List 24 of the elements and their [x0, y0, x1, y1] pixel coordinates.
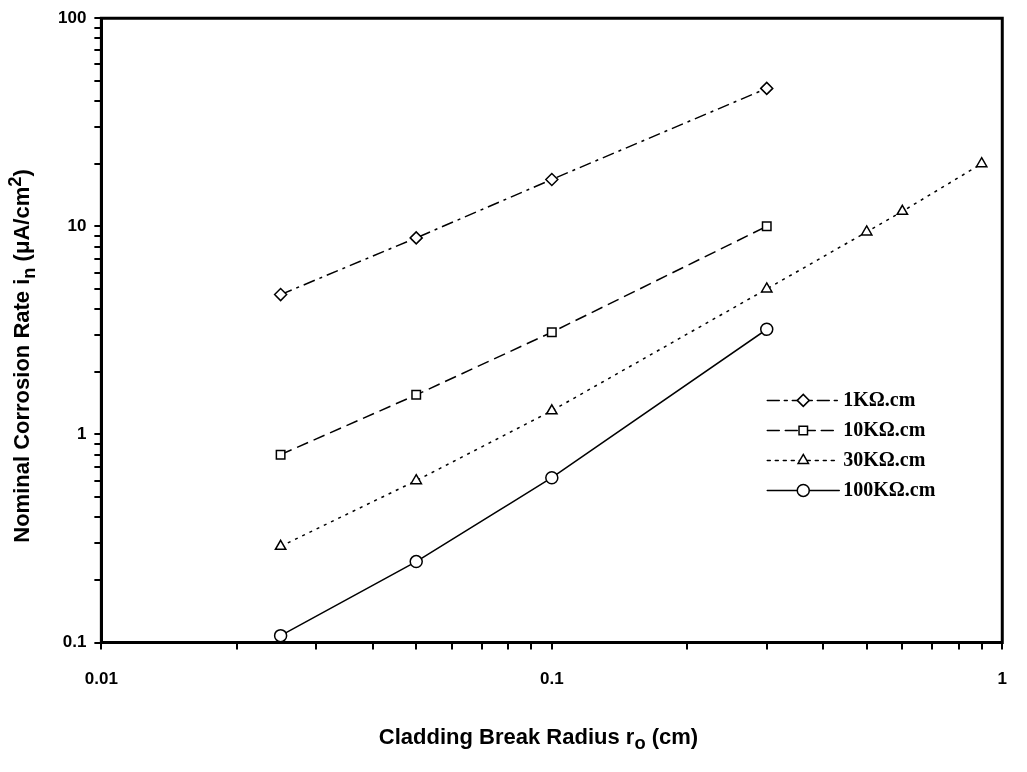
point [273, 628, 288, 643]
point [409, 231, 423, 245]
y-tick-label: 100 [57, 7, 87, 27]
y-tick-label: 1 [76, 424, 87, 444]
point [275, 449, 286, 460]
point [410, 473, 423, 485]
legend-label: 100KΩ.cm [843, 477, 936, 500]
point [545, 172, 559, 187]
legend-label: 10KΩ.cm [843, 417, 926, 440]
y-tick-label: 10 [67, 216, 87, 236]
x-tick-label: 1 [997, 669, 1008, 689]
legend-label: 30KΩ.cm [843, 447, 926, 470]
point [409, 554, 423, 569]
y-tick-label: 0.1 [62, 632, 87, 652]
x-tick-label: 0.1 [540, 669, 564, 689]
point [411, 389, 422, 400]
legend-label: 1KΩ.cm [843, 387, 916, 410]
point [274, 539, 287, 551]
point [546, 327, 557, 338]
point [273, 287, 288, 302]
x-tick-label: 0.01 [84, 669, 118, 689]
point [545, 470, 559, 485]
point [545, 404, 558, 415]
x-axis-title: Cladding Break Radius r$_{o}$ (cm) [377, 724, 700, 755]
